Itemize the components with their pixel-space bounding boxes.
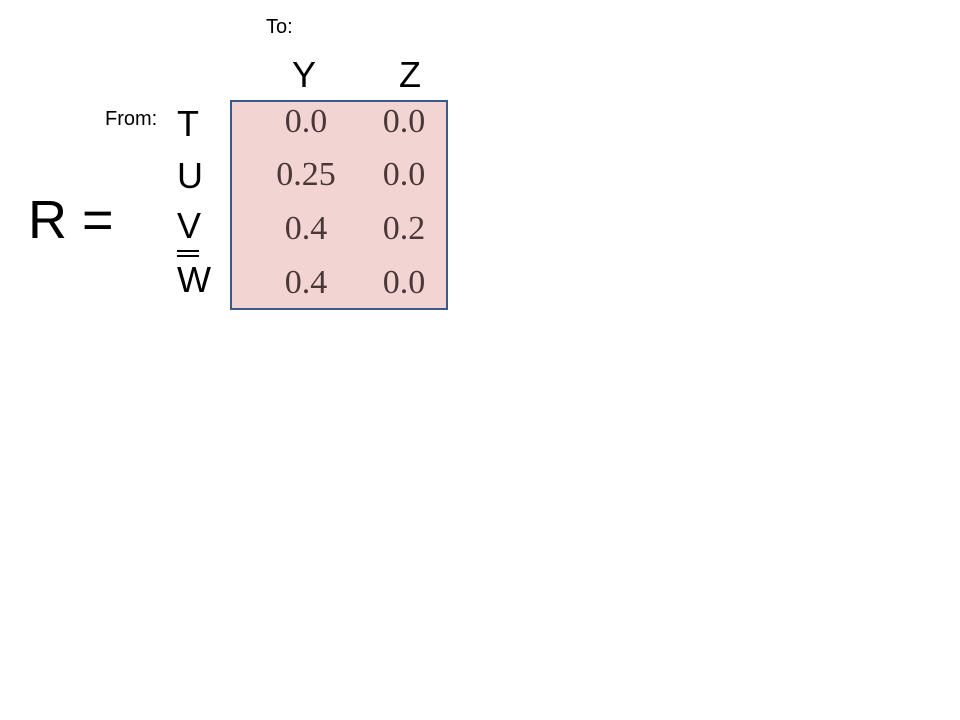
- row-header-u: U: [177, 155, 203, 196]
- matrix-cell: 0.0: [382, 103, 426, 140]
- to-label: To:: [266, 16, 293, 38]
- matrix-cell: 0.0: [284, 103, 328, 140]
- matrix-box: 0.0 0.0 0.25 0.0 0.4 0.2 0.4 0.0: [230, 100, 448, 310]
- row-header-t: T: [177, 103, 199, 144]
- row-header-v: V: [177, 205, 202, 246]
- from-label: From:: [105, 108, 158, 130]
- matrix-label: R =: [28, 190, 114, 250]
- matrix-cell: 0.25: [276, 156, 336, 193]
- matrix-cell: 0.2: [382, 210, 426, 247]
- matrix-cell: 0.0: [382, 264, 426, 301]
- row-divider-line: [177, 250, 199, 252]
- matrix-cell: 0.4: [284, 264, 328, 301]
- row-divider-line: [177, 255, 199, 257]
- column-header-z: Z: [399, 54, 421, 95]
- row-header-w: W: [177, 259, 211, 300]
- matrix-cell: 0.0: [382, 156, 426, 193]
- matrix-cell: 0.4: [284, 210, 328, 247]
- column-header-y: Y: [291, 54, 316, 95]
